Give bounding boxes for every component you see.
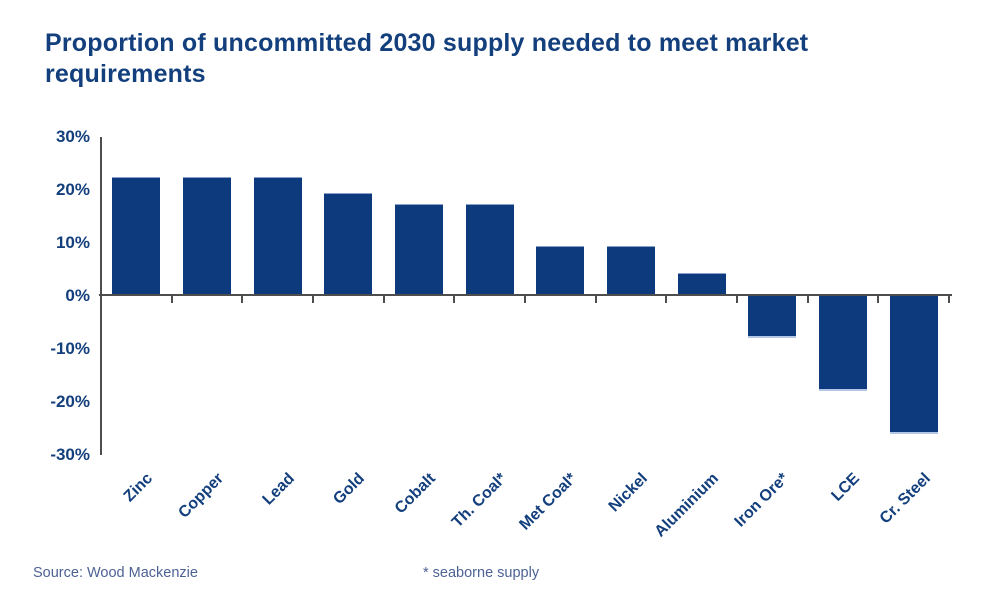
y-tick-label: 20%: [55, 180, 90, 199]
x-tick-mark: [453, 296, 456, 303]
y-tick-label: 30%: [55, 127, 90, 146]
x-tick-mark: [524, 296, 526, 303]
bar-iron-ore: [748, 296, 797, 339]
bar-lce: [819, 296, 867, 392]
bar-cr-steel: [889, 296, 938, 434]
y-tick-label: 10%: [55, 233, 90, 252]
chart-title-line2: requirements: [45, 60, 206, 88]
x-tick-mark: [382, 296, 385, 303]
x-axis-line: [99, 294, 952, 296]
x-tick-mark: [241, 296, 244, 303]
bar-copper: [183, 177, 231, 294]
y-axis-line: [100, 137, 102, 455]
y-tick-label: -30%: [50, 445, 90, 464]
y-tick-label: -10%: [50, 339, 90, 358]
y-tick-label: 0%: [65, 286, 90, 305]
y-tick-label: -20%: [50, 392, 90, 411]
bar-met-coal: [536, 246, 585, 294]
x-tick-mark: [806, 296, 809, 303]
x-tick-mark: [665, 296, 668, 303]
x-tick-mark: [948, 296, 950, 303]
x-tick-mark: [736, 296, 738, 303]
bar-zinc: [112, 177, 161, 294]
bar-th-coal: [465, 203, 514, 294]
bar-nickel: [607, 246, 655, 294]
chart-title: Proportion of uncommitted 2030 supply ne…: [45, 28, 945, 90]
bar-cobalt: [395, 203, 443, 294]
x-tick-mark: [312, 296, 314, 303]
source-text: Source: Wood Mackenzie: [33, 565, 198, 581]
x-tick-mark: [594, 296, 597, 303]
bar-gold: [324, 193, 373, 294]
chart-title-line1: Proportion of uncommitted 2030 supply ne…: [45, 29, 809, 57]
x-tick-mark: [877, 296, 880, 303]
x-tick-mark: [170, 296, 173, 303]
bar-lead: [253, 177, 302, 294]
footnote-text: * seaborne supply: [423, 565, 540, 581]
bar-aluminium: [677, 272, 726, 294]
